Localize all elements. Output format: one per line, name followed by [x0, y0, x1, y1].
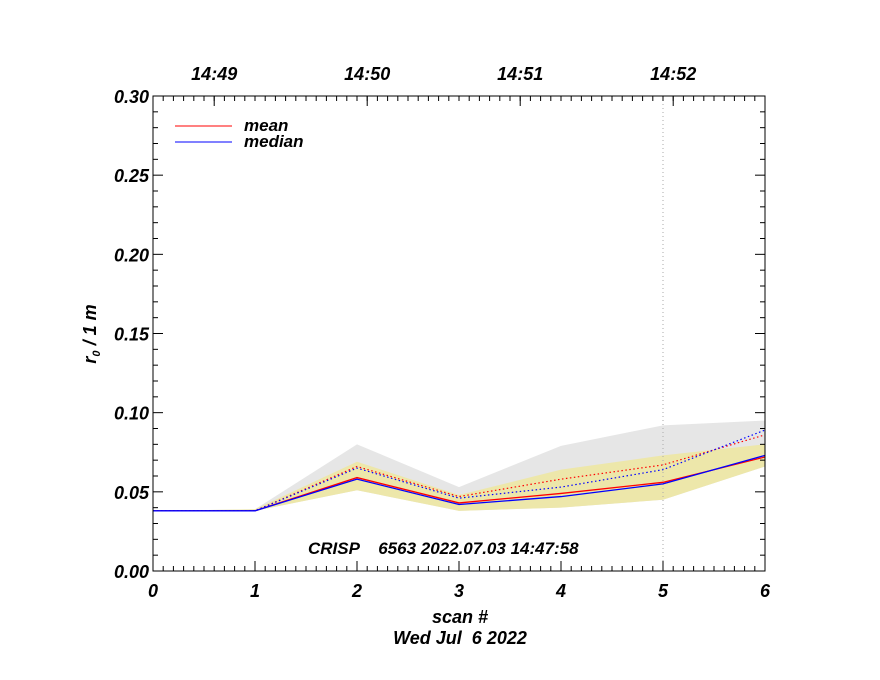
y-tick-label: 0.10 — [114, 404, 149, 424]
svg-text:r0 / 1 m: r0 / 1 m — [80, 304, 103, 363]
y-tick-label: 0.00 — [114, 562, 149, 582]
top-tick-label: 14:52 — [650, 64, 696, 84]
top-tick-label: 14:49 — [191, 64, 237, 84]
y-tick-label: 0.30 — [114, 87, 149, 107]
axis-ticks — [152, 95, 766, 572]
x-tick-label: 4 — [555, 581, 566, 601]
x-axis-label: scan # — [432, 607, 488, 627]
x-tick-label: 5 — [658, 581, 669, 601]
x-tick-label: 0 — [148, 581, 158, 601]
date-label: Wed Jul 6 2022 — [393, 628, 527, 648]
y-axis-label: r0 / 1 m — [80, 304, 103, 363]
y-tick-label: 0.20 — [114, 245, 149, 265]
series-lines — [153, 429, 766, 512]
y-axis-label-sub: 0 — [91, 350, 103, 357]
series-line-3 — [153, 429, 766, 512]
x-tick-label: 1 — [250, 581, 260, 601]
legend: mean median — [175, 116, 304, 151]
y-axis-label-rest: / 1 m — [80, 304, 100, 350]
tick-labels: 0 1 2 3 4 5 6 14:49 14:50 14:51 14:52 0.00 0.05 0.10 0… — [114, 64, 771, 601]
y-axis-label-main: r — [80, 356, 100, 364]
x-tick-label: 2 — [351, 581, 362, 601]
x-tick-label: 6 — [760, 581, 771, 601]
y-tick-label: 0.15 — [114, 325, 150, 345]
y-tick-label: 0.05 — [114, 483, 150, 503]
series-line-2 — [153, 454, 766, 512]
legend-mean-label: mean — [244, 116, 288, 135]
legend-median-label: median — [244, 132, 304, 151]
instrument-annotation: CRISP 6563 2022.07.03 14:47:58 — [308, 539, 579, 558]
y-tick-label: 0.25 — [114, 166, 150, 186]
x-tick-label: 3 — [454, 581, 464, 601]
top-tick-label: 14:51 — [497, 64, 543, 84]
envelope-bands — [153, 420, 765, 511]
plot-frame — [152, 95, 766, 572]
top-tick-label: 14:50 — [344, 64, 390, 84]
envelope-band-1 — [153, 444, 765, 511]
